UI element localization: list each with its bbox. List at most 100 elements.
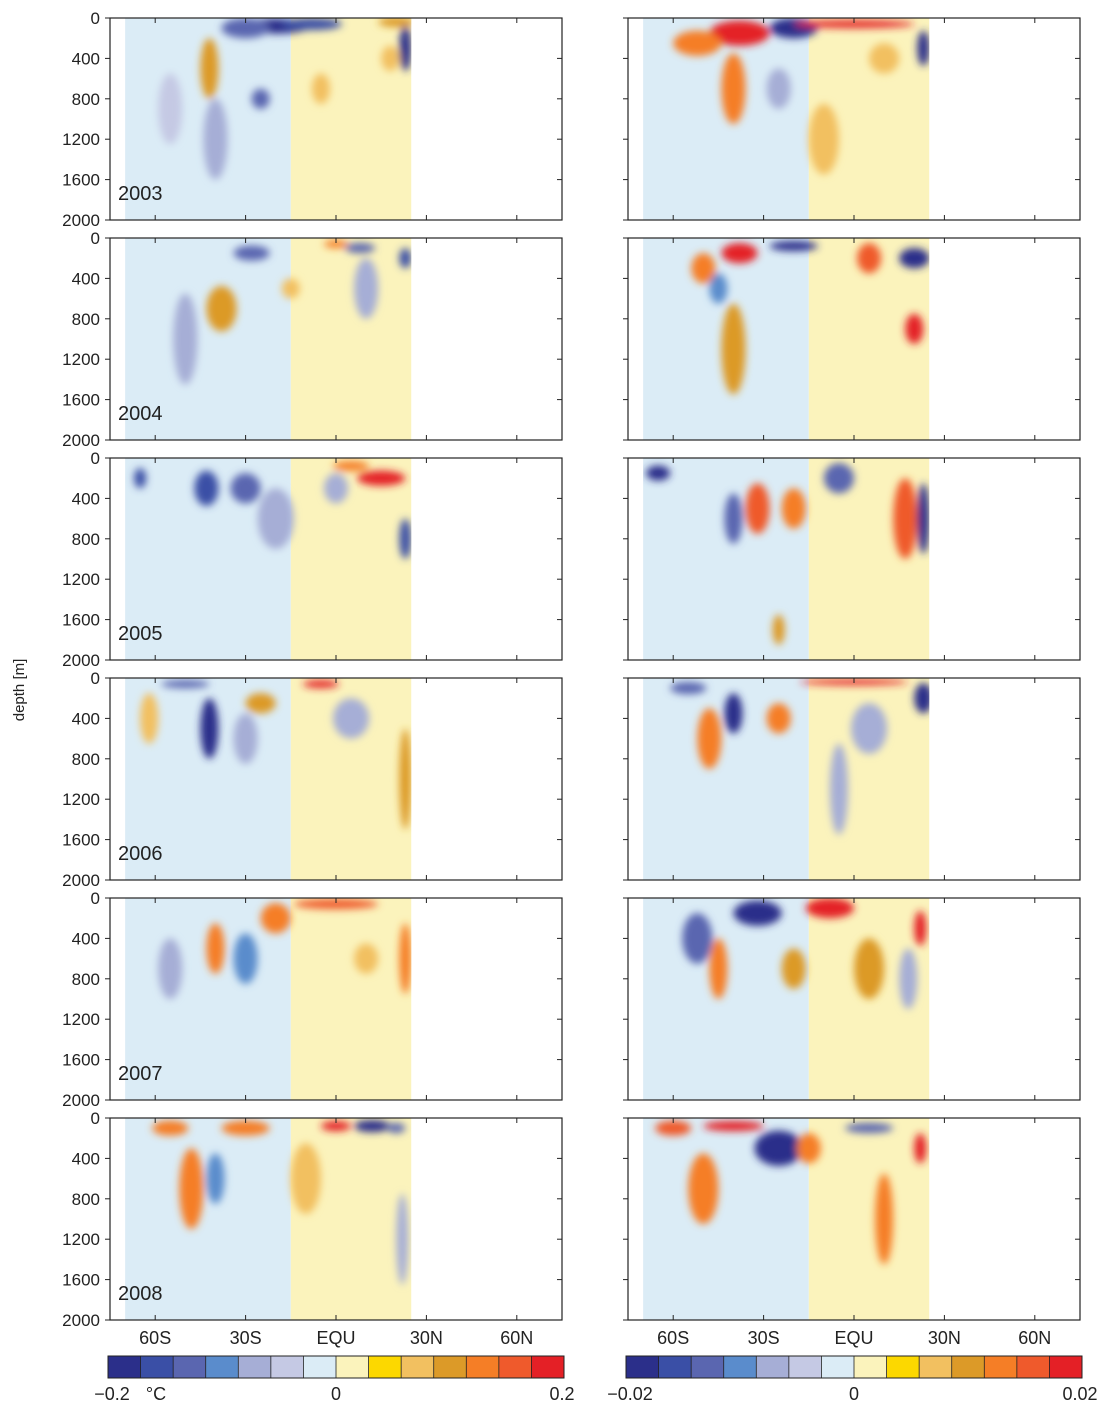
colorbar-temperature: −0.2 0 0.2 °C: [94, 1355, 575, 1404]
data-field: [643, 238, 930, 440]
y-tick-label: 400: [72, 269, 100, 288]
colorbar-swatch: [270, 1356, 304, 1378]
year-label: 2003: [118, 183, 163, 205]
anomaly-feature: [221, 1120, 270, 1136]
y-tick-label: 0: [91, 889, 100, 908]
colorbar-group: −0.2 0 0.2 °C −0.02 0 0.02: [94, 1355, 1098, 1404]
anomaly-feature: [158, 73, 183, 145]
panel-salinity-2006: [623, 677, 1081, 881]
anomaly-feature: [781, 488, 806, 529]
colorbar-max-label: 0.2: [549, 1384, 574, 1403]
colorbar-zero-label: 0: [331, 1384, 341, 1403]
anomaly-feature: [854, 938, 885, 999]
anomaly-feature: [323, 473, 349, 504]
colorbar-swatch: [1016, 1356, 1050, 1378]
anomaly-feature: [245, 693, 276, 714]
y-tick-label: 2000: [62, 431, 100, 450]
anomaly-feature: [354, 943, 379, 974]
x-tick-label: 30S: [748, 1328, 780, 1348]
colorbar-swatch: [498, 1356, 532, 1378]
y-tick-label: 1600: [62, 831, 100, 850]
colorbar-zero-label: 0: [849, 1384, 859, 1403]
colorbar-unit-label: °C: [146, 1384, 166, 1403]
y-tick-label: 1600: [62, 391, 100, 410]
anomaly-feature: [221, 18, 270, 39]
anomaly-feature: [332, 461, 370, 472]
panel-temperature-2007: 0 400 800 1200 1600 2000 2007: [62, 889, 563, 1110]
y-tick-label: 1600: [62, 1271, 100, 1290]
anomaly-feature: [724, 693, 743, 734]
anomaly-feature: [688, 1153, 719, 1225]
y-axis-label: depth [m]: [11, 659, 28, 722]
data-field: [643, 898, 930, 1100]
y-tick-label: 400: [72, 49, 100, 68]
colorbar-swatch: [788, 1356, 822, 1378]
anomaly-feature: [914, 1133, 927, 1164]
anomaly-feature: [646, 465, 671, 481]
panel-grid: 0 400 800 1200 1600 2000 2003 0 400 800 1200 1600 20…: [62, 9, 1081, 1348]
anomaly-feature: [899, 248, 930, 269]
colorbar-swatch: [173, 1356, 207, 1378]
y-tick-label: 800: [72, 530, 100, 549]
colorbar-swatch: [951, 1356, 985, 1378]
colorbar-swatch: [658, 1356, 692, 1378]
anomaly-feature: [721, 53, 746, 125]
y-tick-label: 400: [72, 929, 100, 948]
y-tick-label: 2000: [62, 651, 100, 670]
data-field: [643, 1118, 930, 1320]
panel-salinity-2008: 60S 30S EQU 30N 60N: [623, 1117, 1081, 1348]
anomaly-feature: [251, 88, 270, 109]
anomaly-feature: [158, 938, 183, 999]
data-field: [125, 1118, 412, 1320]
anomaly-feature: [233, 933, 258, 984]
anomaly-feature: [206, 1153, 225, 1204]
y-tick-label: 1200: [62, 130, 100, 149]
anomaly-feature: [724, 493, 743, 544]
x-tick-label: 60S: [139, 1328, 171, 1348]
anomaly-feature: [769, 241, 818, 252]
anomaly-feature: [917, 30, 930, 66]
anomaly-feature: [399, 25, 412, 72]
anomaly-feature: [399, 248, 412, 269]
colorbar-swatch: [919, 1356, 953, 1378]
anomaly-feature: [769, 18, 818, 39]
anomaly-feature: [673, 30, 722, 56]
year-label: 2007: [118, 1063, 163, 1085]
anomaly-feature: [766, 703, 791, 734]
panel-salinity-2003: [623, 17, 1081, 221]
y-tick-label: 400: [72, 489, 100, 508]
anomaly-feature: [399, 923, 412, 994]
anomaly-feature: [293, 899, 379, 910]
y-tick-label: 2000: [62, 871, 100, 890]
anomaly-feature: [893, 478, 918, 559]
x-tick-label: 60N: [1018, 1328, 1051, 1348]
colorbar-swatch: [368, 1356, 402, 1378]
colorbar-swatch: [886, 1356, 920, 1378]
year-label: 2005: [118, 623, 163, 645]
anomaly-feature: [691, 253, 716, 284]
anomaly-feature: [793, 20, 915, 29]
y-tick-label: 800: [72, 970, 100, 989]
x-tick-label: 30N: [410, 1328, 443, 1348]
colorbar-min-label: −0.2: [94, 1384, 130, 1403]
data-field: [125, 238, 412, 440]
data-field: [643, 18, 930, 220]
x-tick-label: EQU: [316, 1328, 355, 1348]
colorbar-swatch: [854, 1356, 888, 1378]
anomaly-feature: [134, 468, 147, 489]
y-tick-label: 800: [72, 310, 100, 329]
colorbar-swatch: [108, 1356, 142, 1378]
panel-temperature-2005: 0 400 800 1200 1600 2000 2005: [62, 449, 563, 670]
anomaly-feature: [200, 698, 219, 759]
year-label: 2008: [118, 1283, 163, 1305]
anomaly-feature: [378, 18, 412, 28]
anomaly-feature: [914, 910, 927, 946]
anomaly-feature: [323, 240, 349, 249]
colorbar-swatch: [401, 1356, 435, 1378]
y-tick-label: 0: [91, 669, 100, 688]
anomaly-feature: [709, 938, 728, 999]
anomaly-feature: [179, 1148, 204, 1230]
y-tick-label: 400: [72, 709, 100, 728]
background-field-south: [643, 18, 809, 220]
